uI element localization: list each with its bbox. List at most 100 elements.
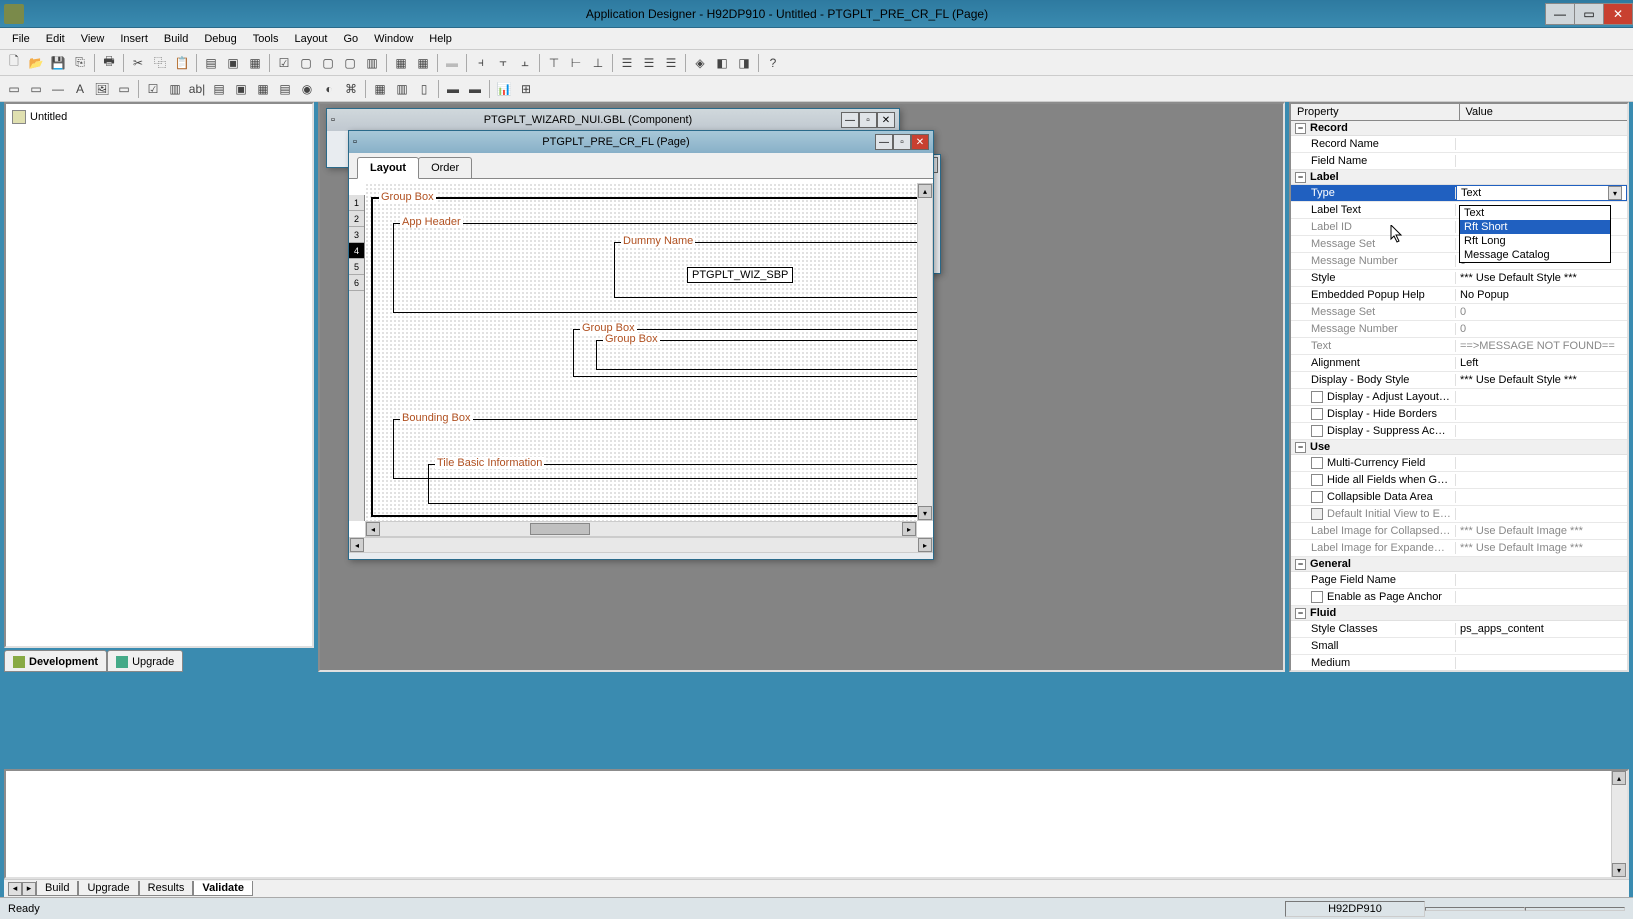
misc-icon-1[interactable]: ◈ <box>690 53 710 73</box>
build-icon[interactable]: ▣ <box>223 53 243 73</box>
vscroll-down-icon[interactable]: ▾ <box>918 506 932 520</box>
checkbox-icon[interactable]: ☑ <box>143 79 163 99</box>
dd-opt-rftlong[interactable]: Rft Long <box>1460 234 1610 248</box>
val-style[interactable]: *** Use Default Style *** <box>1456 272 1627 284</box>
menu-file[interactable]: File <box>4 31 38 47</box>
vscroll-up-icon[interactable]: ▴ <box>918 184 932 198</box>
output-vscroll[interactable]: ▴ ▾ <box>1611 771 1627 877</box>
group-box-2a[interactable]: Group Box Group Box <box>573 329 917 377</box>
tree-root[interactable]: Untitled <box>10 108 308 126</box>
new-icon[interactable]: 🗋 <box>4 53 24 73</box>
page-min-button[interactable]: — <box>875 134 893 150</box>
hscroll-thumb[interactable] <box>530 523 590 535</box>
tool-icon-7[interactable]: ▬ <box>442 53 462 73</box>
out-tab-upgrade[interactable]: Upgrade <box>78 881 138 896</box>
open-icon[interactable]: 📂 <box>26 53 46 73</box>
menu-edit[interactable]: Edit <box>38 31 73 47</box>
menu-insert[interactable]: Insert <box>112 31 156 47</box>
hscroll-right-icon[interactable]: ▸ <box>902 522 916 536</box>
secpage-icon[interactable]: ◐ <box>319 79 339 99</box>
type-dropdown-button[interactable]: ▾ <box>1608 186 1622 200</box>
group-general[interactable]: −General <box>1291 557 1627 572</box>
checkbox-icon[interactable] <box>1311 457 1323 469</box>
longtext-icon[interactable]: ▤ <box>209 79 229 99</box>
val-emb-popup[interactable]: No Popup <box>1456 289 1627 301</box>
field-sbp[interactable]: PTGPLT_WIZ_SBP <box>687 267 793 283</box>
list-icon-1[interactable]: ☰ <box>617 53 637 73</box>
output-area[interactable]: ▴ ▾ <box>4 769 1629 879</box>
button-icon[interactable]: ▭ <box>114 79 134 99</box>
tab-order[interactable]: Order <box>418 157 472 178</box>
tool-icon-4[interactable]: ▥ <box>362 53 382 73</box>
pushbtn-icon[interactable]: ▣ <box>231 79 251 99</box>
ovscroll-down-icon[interactable]: ▾ <box>1612 863 1626 877</box>
page-close-button[interactable]: ✕ <box>911 134 929 150</box>
validate-icon[interactable]: ☑ <box>274 53 294 73</box>
page-vscroll[interactable]: ▴ ▾ <box>917 183 933 521</box>
frame-icon[interactable]: ▭ <box>4 79 24 99</box>
cut-icon[interactable]: ✂ <box>128 53 148 73</box>
tool2-icon-2[interactable]: ▥ <box>392 79 412 99</box>
out-tab-results[interactable]: Results <box>139 881 194 896</box>
checkbox-icon[interactable] <box>1311 591 1323 603</box>
val-type[interactable]: Text▾ <box>1456 185 1627 201</box>
expand-icon[interactable]: − <box>1295 608 1306 619</box>
checkbox-icon[interactable] <box>1311 391 1323 403</box>
close-button[interactable]: ✕ <box>1603 3 1633 25</box>
menu-tools[interactable]: Tools <box>245 31 287 47</box>
tab-development[interactable]: Development <box>4 650 107 672</box>
minimize-button[interactable]: — <box>1545 3 1575 25</box>
chart-icon[interactable]: 📊 <box>494 79 514 99</box>
tool2-icon-1[interactable]: ▦ <box>370 79 390 99</box>
menu-build[interactable]: Build <box>156 31 196 47</box>
expand-icon[interactable]: − <box>1295 172 1306 183</box>
dd-opt-text[interactable]: Text <box>1460 206 1610 220</box>
align-mid-icon[interactable]: ⊢ <box>566 53 586 73</box>
image-icon[interactable]: 🖼 <box>92 79 112 99</box>
project-icon[interactable]: ▦ <box>245 53 265 73</box>
comp-min-button[interactable]: — <box>841 112 859 128</box>
project-tree[interactable]: Untitled <box>4 102 314 648</box>
group-use[interactable]: −Use <box>1291 440 1627 455</box>
paste-icon[interactable]: 📋 <box>172 53 192 73</box>
out-tab-build[interactable]: Build <box>36 881 78 896</box>
misc-icon-3[interactable]: ◨ <box>734 53 754 73</box>
menu-help[interactable]: Help <box>421 31 460 47</box>
expand-icon[interactable]: − <box>1295 559 1306 570</box>
menu-go[interactable]: Go <box>335 31 366 47</box>
dropdown-icon[interactable]: ▥ <box>165 79 185 99</box>
tab-layout[interactable]: Layout <box>357 157 419 179</box>
checkbox-icon[interactable] <box>1311 425 1323 437</box>
list-icon-3[interactable]: ☰ <box>661 53 681 73</box>
tab-nav-prev[interactable]: ▸ <box>22 882 36 896</box>
maximize-button[interactable]: ▭ <box>1574 3 1604 25</box>
ovscroll-up-icon[interactable]: ▴ <box>1612 771 1626 785</box>
group-label[interactable]: −Label <box>1291 170 1627 185</box>
checkbox-icon[interactable] <box>1311 474 1323 486</box>
scroll-icon[interactable]: ▤ <box>275 79 295 99</box>
page-hscroll[interactable]: ◂ ▸ <box>365 521 917 537</box>
print-icon[interactable]: 🖶 <box>99 53 119 73</box>
save-icon[interactable]: 💾 <box>48 53 68 73</box>
page-window[interactable]: ▫ PTGPLT_PRE_CR_FL (Page) — ▫ ✕ Layout O… <box>348 130 934 560</box>
html-icon[interactable]: ⊞ <box>516 79 536 99</box>
comp-close-button[interactable]: ✕ <box>877 112 895 128</box>
tree-icon[interactable]: ⌘ <box>341 79 361 99</box>
dd-opt-rftshort[interactable]: Rft Short <box>1460 220 1610 234</box>
checkbox-icon[interactable] <box>1311 491 1323 503</box>
dd-opt-msgcat[interactable]: Message Catalog <box>1460 248 1610 262</box>
menu-layout[interactable]: Layout <box>286 31 335 47</box>
align-center-icon[interactable]: ⫟ <box>493 53 513 73</box>
align-right-icon[interactable]: ⫠ <box>515 53 535 73</box>
out-tab-validate[interactable]: Validate <box>193 881 253 896</box>
group-box-2[interactable]: Group Box <box>596 340 917 370</box>
properties-icon[interactable]: ▤ <box>201 53 221 73</box>
group-record[interactable]: −Record <box>1291 121 1627 136</box>
menu-debug[interactable]: Debug <box>196 31 244 47</box>
tool-icon-3[interactable]: ▢ <box>340 53 360 73</box>
tile-info-box[interactable]: Tile Basic Information <box>428 464 917 504</box>
align-top-icon[interactable]: ⊤ <box>544 53 564 73</box>
align-bot-icon[interactable]: ⊥ <box>588 53 608 73</box>
comp-max-button[interactable]: ▫ <box>859 112 877 128</box>
tab-upgrade[interactable]: Upgrade <box>107 650 183 672</box>
